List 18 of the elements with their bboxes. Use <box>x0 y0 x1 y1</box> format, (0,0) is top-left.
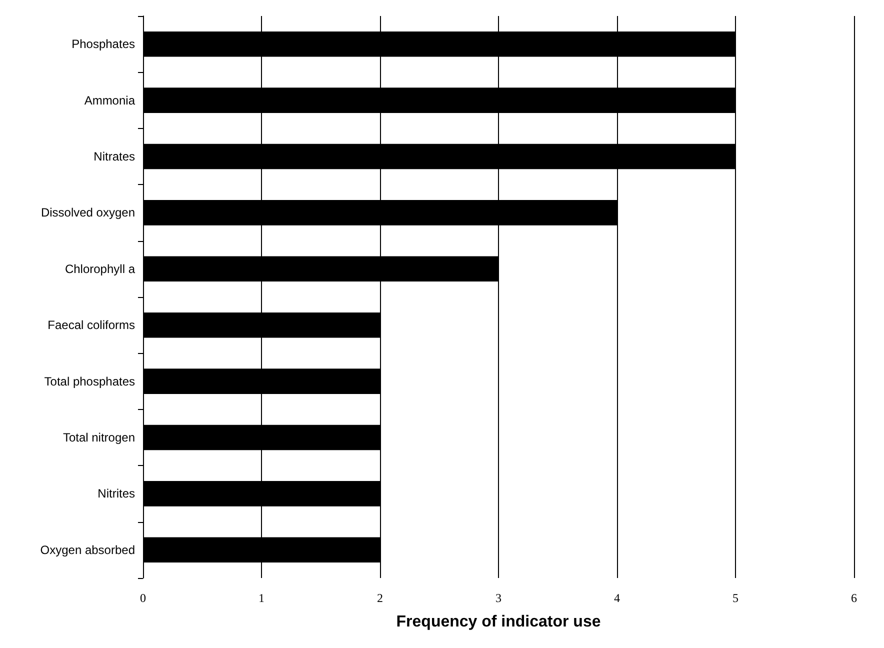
y-tick-label: Phosphates <box>72 37 135 52</box>
y-tick-label: Dissolved oxygen <box>40 206 135 220</box>
y-tick-label: Faecal coliforms <box>48 318 135 332</box>
y-tick-label: Oxygen absorbed <box>40 542 135 557</box>
x-axis-title: Frequency of indicator use <box>396 614 601 630</box>
x-tick-label: 2 <box>377 591 383 605</box>
y-tick-label: Chlorophyll a <box>64 262 136 276</box>
x-tick-label: 1 <box>258 591 264 605</box>
x-tick-label: 5 <box>732 591 738 605</box>
y-tick-label: Total nitrogen <box>62 430 135 444</box>
y-tick-label: Nitrates <box>94 150 135 164</box>
x-tick-label: 3 <box>496 591 502 605</box>
y-tick-label: Ammonia <box>84 93 136 108</box>
x-tick-label: 6 <box>851 591 857 605</box>
y-tick-label: Total phosphates <box>44 374 135 388</box>
x-tick-label: 0 <box>140 591 146 605</box>
x-tick-label: 4 <box>614 591 620 605</box>
y-tick-label: Nitrites <box>98 486 135 501</box>
